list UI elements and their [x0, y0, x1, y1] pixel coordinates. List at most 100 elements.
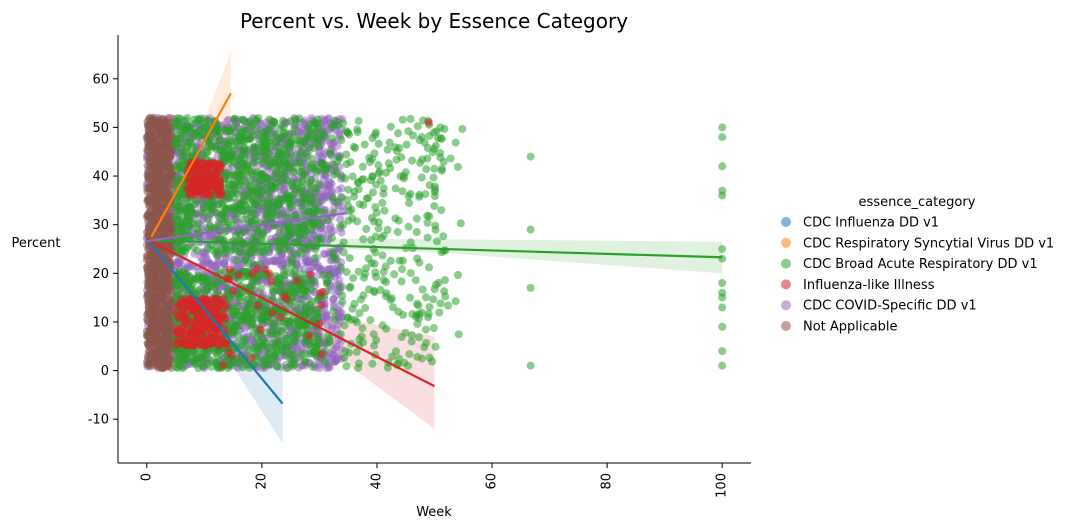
data-point: [171, 141, 180, 150]
data-point: [390, 270, 399, 279]
data-point: [308, 193, 317, 202]
data-point: [342, 362, 351, 371]
data-point: [372, 272, 380, 281]
data-point: [236, 248, 245, 257]
data-point: [172, 120, 181, 129]
data-point: [329, 299, 338, 308]
data-point: [172, 281, 181, 290]
data-point: [378, 251, 387, 260]
data-point: [190, 278, 199, 287]
data-point: [270, 117, 279, 126]
data-point: [286, 203, 295, 212]
data-point: [144, 306, 153, 315]
data-point: [281, 264, 290, 273]
data-point: [288, 318, 297, 327]
data-point: [334, 121, 343, 130]
data-point: [354, 359, 363, 368]
data-point: [322, 358, 330, 367]
data-point: [422, 165, 431, 174]
data-point: [386, 256, 395, 265]
data-point: [236, 230, 245, 239]
data-point: [355, 309, 364, 318]
data-point: [413, 254, 422, 263]
data-point: [383, 145, 392, 154]
data-point: [398, 115, 407, 124]
data-point: [339, 248, 348, 257]
data-point: [186, 272, 194, 281]
data-point: [294, 237, 303, 246]
data-point: [233, 357, 242, 366]
data-point: [155, 187, 164, 196]
data-point: [160, 315, 169, 323]
data-point: [383, 225, 392, 234]
data-point: [229, 237, 238, 246]
data-point: [261, 302, 270, 311]
data-point: [243, 135, 252, 144]
data-point: [298, 285, 307, 294]
data-point: [367, 259, 376, 268]
data-point: [298, 168, 307, 177]
data-point: [436, 299, 445, 308]
data-point: [172, 198, 181, 207]
data-point: [144, 245, 153, 253]
data-point: [284, 246, 293, 255]
data-point: [241, 342, 250, 351]
data-point: [151, 145, 160, 154]
data-point: [406, 114, 415, 123]
data-point: [295, 137, 304, 145]
data-point: [348, 304, 357, 313]
data-point: [429, 173, 438, 182]
data-point: [238, 129, 247, 138]
data-point: [336, 221, 345, 230]
data-point: [437, 206, 446, 215]
data-point: [353, 128, 362, 136]
data-point: [282, 189, 291, 198]
data-point: [213, 251, 222, 260]
data-point: [263, 348, 272, 357]
data-point: [322, 310, 331, 319]
data-point: [378, 321, 387, 330]
data-point: [406, 269, 415, 278]
data-point: [178, 246, 187, 254]
data-point: [382, 289, 391, 298]
data-point: [451, 297, 460, 306]
data-point: [258, 228, 267, 237]
data-point: [277, 195, 286, 204]
data-point: [235, 181, 244, 190]
data-point: [249, 149, 258, 158]
data-point: [144, 142, 153, 151]
data-point: [356, 295, 365, 304]
data-point: [328, 134, 337, 143]
data-point: [379, 231, 388, 240]
data-point: [440, 287, 449, 296]
data-point: [372, 336, 381, 345]
data-point: [290, 301, 299, 310]
data-point: [185, 133, 194, 142]
data-point: [292, 116, 301, 125]
data-point: [293, 199, 302, 208]
data-point: [279, 236, 288, 245]
data-point: [324, 182, 333, 191]
data-point: [147, 322, 156, 331]
data-point: [184, 208, 193, 217]
data-point: [328, 234, 336, 243]
data-point: [250, 143, 259, 152]
data-point: [165, 353, 174, 362]
data-point: [382, 278, 390, 286]
data-point: [288, 182, 297, 191]
data-point: [343, 313, 352, 322]
data-point: [159, 270, 168, 279]
data-point: [393, 228, 402, 236]
data-point: [220, 260, 229, 269]
data-point: [402, 140, 411, 149]
data-point: [211, 283, 220, 292]
data-point: [160, 143, 168, 151]
data-point: [144, 298, 153, 307]
data-point: [183, 199, 192, 208]
data-point: [423, 211, 432, 220]
data-point: [297, 350, 306, 359]
data-point: [240, 192, 249, 201]
data-point: [149, 121, 158, 130]
data-point: [273, 142, 282, 151]
data-point: [218, 210, 227, 219]
